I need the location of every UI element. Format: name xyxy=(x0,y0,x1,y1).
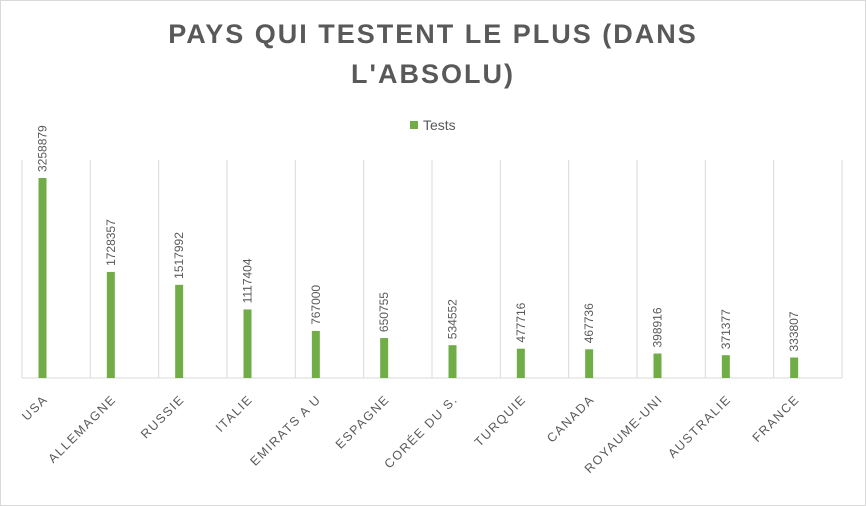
category-label: ESPAGNE xyxy=(333,392,392,451)
bar xyxy=(106,271,115,378)
data-label: 1728357 xyxy=(104,219,118,266)
category-label: AUSTRALIE xyxy=(665,392,734,461)
category-label: ITALIE xyxy=(213,392,256,435)
bar xyxy=(448,345,457,378)
data-label: 650755 xyxy=(377,292,391,332)
bar xyxy=(380,338,389,378)
chart-title: PAYS QUI TESTENT LE PLUS (DANS L'ABSOLU) xyxy=(168,19,698,89)
legend-swatch xyxy=(410,121,418,129)
bar xyxy=(585,349,594,378)
category-label: EMIRATS A U xyxy=(248,392,324,468)
bar xyxy=(721,355,730,378)
data-label: 1517992 xyxy=(172,232,186,279)
bar xyxy=(38,178,47,378)
bar xyxy=(243,309,252,378)
category-label: USA xyxy=(19,392,50,423)
data-label: 3258879 xyxy=(36,125,50,172)
bar xyxy=(790,357,799,378)
data-label: 398916 xyxy=(651,307,665,347)
category-label: ALLEMAGNE xyxy=(45,392,118,465)
category-label: FRANCE xyxy=(750,392,803,445)
data-label: 371377 xyxy=(719,309,733,349)
legend: Tests xyxy=(410,116,456,134)
category-label: TURQUIE xyxy=(472,392,529,449)
data-label: 767000 xyxy=(309,285,323,325)
bar xyxy=(653,353,662,378)
category-label: CORÉE DU S. xyxy=(381,392,461,472)
data-label: 534552 xyxy=(446,299,460,339)
data-label: 467736 xyxy=(582,303,596,343)
data-label: 333807 xyxy=(787,311,801,351)
bar xyxy=(516,348,525,378)
legend-label: Tests xyxy=(423,117,456,133)
category-label: RUSSIE xyxy=(138,392,187,441)
data-label: 477716 xyxy=(514,302,528,342)
bar xyxy=(175,284,184,378)
data-label: 1117404 xyxy=(241,258,255,303)
bar xyxy=(311,330,320,378)
category-label: CANADA xyxy=(544,392,597,445)
